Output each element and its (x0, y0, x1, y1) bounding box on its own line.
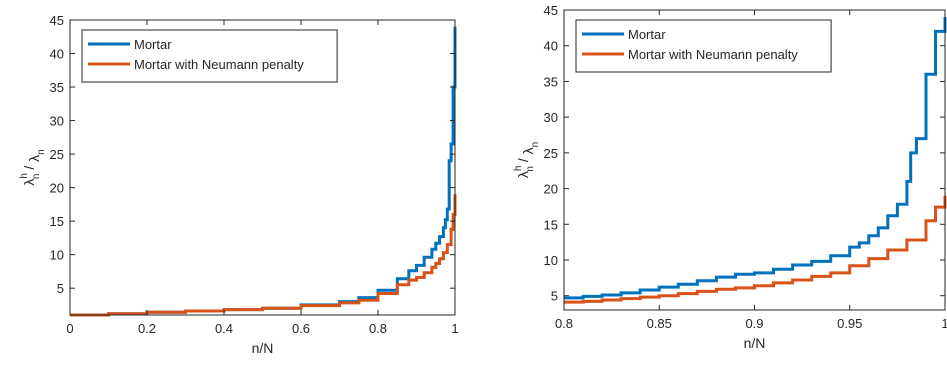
x-tick-label: 1 (941, 316, 947, 331)
x-tick-label: 0.8 (369, 321, 387, 336)
x-tick-label: 0.2 (138, 321, 156, 336)
x-tick-label: 0 (66, 321, 73, 336)
y-tick-label: 15 (50, 214, 64, 229)
x-tick-label: 0.6 (292, 321, 310, 336)
y-tick-label: 15 (544, 217, 558, 232)
y-tick-label: 25 (50, 147, 64, 162)
y-tick-label: 40 (50, 47, 64, 62)
x-tick-label: 0.8 (555, 316, 573, 331)
y-tick-label: 25 (544, 146, 558, 161)
x-tick-label: 0.95 (837, 316, 862, 331)
y-tick-label: 35 (50, 80, 64, 95)
x-tick-label: 0.9 (745, 316, 763, 331)
y-tick-label: 45 (50, 13, 64, 28)
x-tick-label: 0.4 (215, 321, 233, 336)
legend-label: Mortar (134, 37, 172, 52)
y-tick-label: 5 (57, 281, 64, 296)
legend-label: Mortar (628, 27, 666, 42)
y-tick-label: 20 (544, 182, 558, 197)
y-tick-label: 20 (50, 181, 64, 196)
legend (81, 29, 338, 83)
y-tick-label: 40 (544, 39, 558, 54)
y-tick-label: 10 (50, 248, 64, 263)
x-tick-label: 1 (451, 321, 458, 336)
x-axis-label: n/N (252, 340, 274, 356)
y-tick-label: 10 (544, 253, 558, 268)
y-tick-label: 30 (50, 114, 64, 129)
legend-label: Mortar with Neumann penalty (628, 47, 798, 62)
y-tick-label: 35 (544, 74, 558, 89)
y-tick-label: 5 (551, 289, 558, 304)
y-axis-label: λhn / λn (513, 142, 541, 178)
axes-box (69, 19, 456, 316)
legend (575, 19, 832, 73)
series-line-mortar (564, 17, 947, 300)
y-axis-label: λhn / λn (19, 149, 47, 185)
x-tick-label: 0.85 (647, 316, 672, 331)
x-axis-label: n/N (744, 335, 766, 351)
y-tick-label: 45 (544, 3, 558, 18)
series-line-mortar-neumann-penalty (564, 195, 947, 304)
legend-label: Mortar with Neumann penalty (134, 57, 304, 72)
y-tick-label: 30 (544, 110, 558, 125)
